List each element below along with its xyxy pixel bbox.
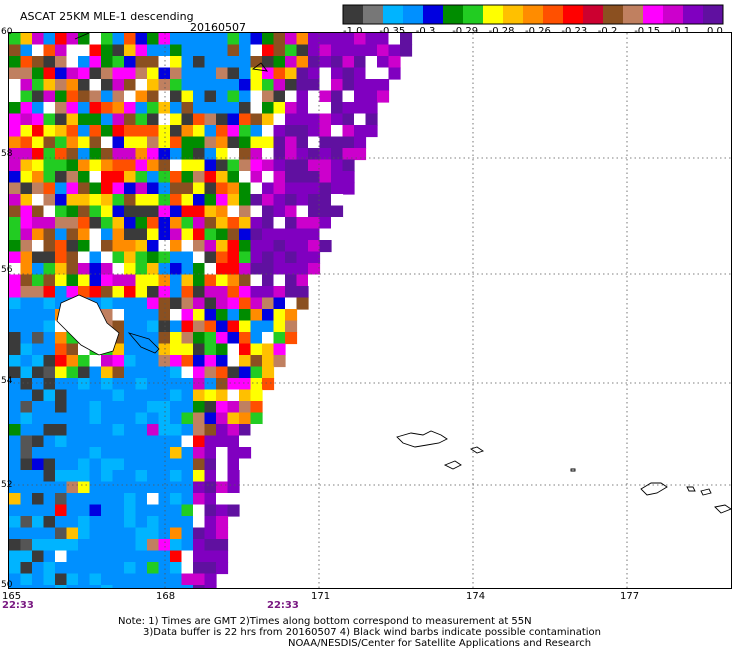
time-label-right: 22:33 xyxy=(267,600,299,611)
color-scale-swatch xyxy=(543,5,564,24)
lon-label-171: 171 xyxy=(311,591,331,602)
color-scale-swatch xyxy=(343,5,364,24)
product-date: 20160507 xyxy=(190,21,246,34)
color-scale-swatch xyxy=(363,5,384,24)
color-scale-swatch xyxy=(423,5,444,24)
color-scale-swatch xyxy=(703,5,724,24)
graticule xyxy=(9,33,731,588)
color-scale-swatch xyxy=(643,5,664,24)
color-scale-swatch xyxy=(563,5,584,24)
color-scale-swatch xyxy=(523,5,544,24)
color-scale-swatch xyxy=(583,5,604,24)
color-scale-label: -0.3 xyxy=(416,26,436,37)
color-scale-label: -0.2 xyxy=(598,26,618,37)
note-line-2: 3)Data buffer is 22 hrs from 20160507 4)… xyxy=(143,627,601,638)
product-title: ASCAT 25KM MLE-1 descending xyxy=(20,10,194,23)
color-scale-swatch xyxy=(603,5,624,24)
lat-label-50: 50 xyxy=(1,580,13,590)
color-scale-swatch xyxy=(483,5,504,24)
color-scale-swatch xyxy=(663,5,684,24)
color-scale-label: 0.0 xyxy=(707,26,723,37)
color-scale-swatch xyxy=(383,5,404,24)
color-scale-label: -0.1 xyxy=(671,26,691,37)
color-scale-label: -0.26 xyxy=(525,26,551,37)
lon-label-168: 168 xyxy=(156,591,176,602)
lat-label-56: 56 xyxy=(1,265,13,275)
lon-label-174: 174 xyxy=(466,591,486,602)
color-scale-swatch xyxy=(683,5,704,24)
lon-label-177: 177 xyxy=(620,591,640,602)
time-label-left: 22:33 xyxy=(2,600,34,611)
color-scale-label: -0.28 xyxy=(489,26,515,37)
lat-label-58: 58 xyxy=(1,149,13,159)
lat-label-54: 54 xyxy=(1,376,13,386)
color-scale-swatch xyxy=(503,5,524,24)
lat-label-60: 60 xyxy=(1,27,13,37)
color-scale-swatch xyxy=(403,5,424,24)
note-line-3: NOAA/NESDIS/Center for Satellite Applica… xyxy=(288,638,592,649)
map-panel xyxy=(8,32,732,589)
color-scale-label: -0.15 xyxy=(634,26,660,37)
color-scale-label: -0.35 xyxy=(379,26,405,37)
color-scale-label: -0.29 xyxy=(452,26,478,37)
island-outline xyxy=(56,294,120,356)
color-scale-label: -1.0 xyxy=(343,26,363,37)
coastline xyxy=(74,33,731,514)
lon-label-165: 165 xyxy=(2,591,22,602)
color-scale-bar xyxy=(342,4,724,25)
note-line-1: Note: 1) Times are GMT 2)Times along bot… xyxy=(118,616,532,627)
swath-map xyxy=(9,33,731,588)
color-scale-label: -0.23 xyxy=(561,26,587,37)
lat-label-52: 52 xyxy=(1,480,13,490)
color-scale-swatch xyxy=(463,5,484,24)
color-scale-swatch xyxy=(443,5,464,24)
color-scale-swatch xyxy=(623,5,644,24)
color-scale-legend xyxy=(342,4,724,30)
